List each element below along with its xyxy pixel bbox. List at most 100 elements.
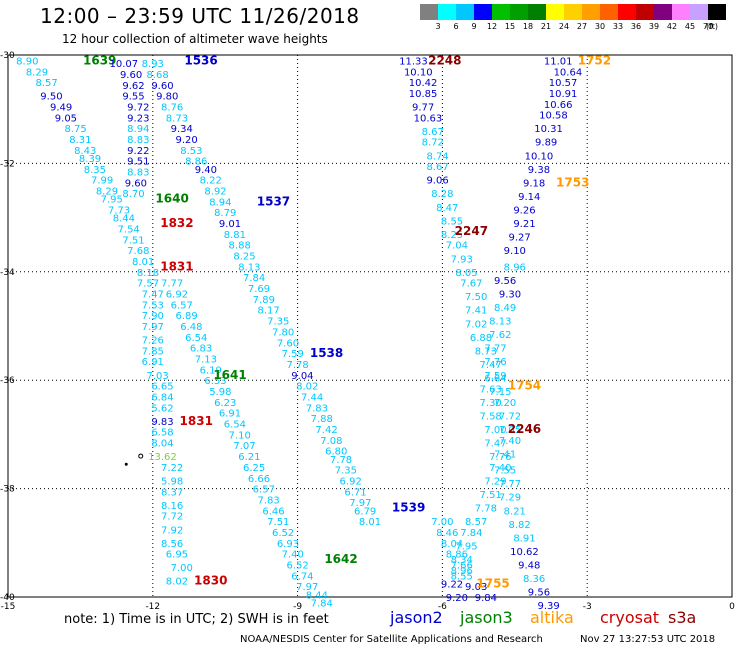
wave-height-label: 7.93 [451, 254, 473, 265]
wave-height-label: 11.01 [544, 56, 573, 67]
x-tick-label: -3 [583, 602, 592, 612]
colorbar-swatch [456, 4, 474, 20]
colorbar-label: 9 [471, 22, 477, 31]
wave-height-label: 8.39 [79, 154, 101, 165]
wave-height-label: 6.52 [286, 560, 308, 571]
colorbar-label: 24 [558, 22, 570, 31]
colorbar-swatch [672, 4, 690, 20]
wave-height-label: 6.54 [224, 420, 246, 431]
wave-height-label: 9.20 [175, 135, 197, 146]
pass-time-label: 1539 [392, 501, 425, 515]
wave-height-label: 7.47 [480, 360, 502, 371]
wave-height-label: 7.40 [282, 550, 304, 561]
wave-height-label: 7.50 [465, 292, 487, 303]
y-tick-label: -34 [0, 268, 15, 278]
wave-height-label: 9.05 [55, 113, 77, 124]
wave-height-label: 6.52 [272, 528, 294, 539]
legend-entry-cryosat: cryosat [600, 608, 660, 627]
wave-height-label: 8.67 [426, 162, 448, 173]
wave-height-label: 8.34 [451, 555, 473, 566]
wave-height-label: 7.78 [330, 455, 352, 466]
wave-height-label: 6.25 [243, 463, 265, 474]
wave-height-label: 7.72 [161, 512, 183, 523]
plot-frame [7, 54, 733, 598]
subtitle: 12 hour collection of altimeter wave hei… [62, 32, 328, 46]
wave-height-label: 10.64 [554, 67, 583, 78]
wave-height-label: 8.92 [204, 187, 226, 198]
island-dot [124, 462, 128, 466]
wave-height-label: 7.44 [301, 392, 323, 403]
wave-height-label: 7.29 [499, 493, 521, 504]
wave-height-label: 10.91 [549, 89, 578, 100]
wave-height-label: 6.84 [151, 392, 173, 403]
wave-height-label: 9.22 [441, 579, 463, 590]
wave-height-label: 8.25 [441, 230, 463, 241]
wave-height-label: 7.51 [267, 517, 289, 528]
wave-height-label: 6.21 [238, 452, 260, 463]
wave-height-label: 7.47 [484, 439, 506, 450]
wave-height-label: 8.13 [489, 317, 511, 328]
colorbar-swatch [564, 4, 582, 20]
wave-height-label: 7.26 [142, 336, 164, 347]
footer-note: note: 1) Time is in UTC; 2) SWH is in fe… [64, 612, 329, 627]
wave-height-label: 8.18 [137, 268, 159, 279]
wave-height-label: 6.53 [204, 376, 226, 387]
wave-height-label: 8.91 [513, 533, 535, 544]
wave-height-label: 8.57 [35, 78, 57, 89]
wave-height-label: 7.03 [146, 371, 168, 382]
credit-line: NOAA/NESDIS Center for Satellite Applica… [240, 634, 543, 645]
wave-height-label: 7.07 [233, 441, 255, 452]
y-tick-label: -38 [0, 485, 15, 495]
wave-height-label: 8.22 [200, 176, 222, 187]
legend-entry-altika: altika [530, 608, 574, 627]
pass-time-label: 1639 [83, 53, 116, 67]
wave-height-label: 9.60 [120, 70, 142, 81]
wave-height-label: 7.85 [142, 346, 164, 357]
wave-height-label: 9.84 [475, 593, 497, 604]
wave-height-label: 7.47 [142, 289, 164, 300]
wave-height-label: 8.25 [233, 252, 255, 263]
wave-height-label: 10.10 [525, 151, 554, 162]
colorbar-label: 70 [702, 22, 714, 31]
wave-height-label: 8.43 [74, 146, 96, 157]
wave-height-label: 9.22 [127, 146, 149, 157]
wave-height-label: 8.16 [161, 501, 183, 512]
x-tick-label: -9 [293, 602, 302, 612]
wave-height-label: 8.83 [127, 168, 149, 179]
wave-height-label: 7.00 [431, 517, 453, 528]
wave-height-label: 8.72 [422, 138, 444, 149]
wave-height-label: 8.96 [451, 566, 473, 577]
colorbar-swatch [492, 4, 510, 20]
wave-height-label: 8.93 [142, 59, 164, 70]
colorbar-swatch [618, 4, 636, 20]
wave-height-label: 7.02 [465, 319, 487, 330]
wave-height-label: 10.42 [409, 78, 438, 89]
legend-entry-jason2: jason2 [390, 608, 443, 627]
wave-height-label: 8.88 [229, 241, 251, 252]
wave-height-label: 7.67 [460, 279, 482, 290]
wave-height-label: 7.80 [272, 327, 294, 338]
colorbar-swatch [636, 4, 654, 20]
wave-height-label: 9.39 [537, 601, 559, 612]
pass-time-label: 1537 [257, 194, 290, 208]
wave-height-label: 6.79 [354, 506, 376, 517]
wave-height-label: 7.99 [91, 176, 113, 187]
wave-height-label: 7.62 [489, 330, 511, 341]
wave-height-label: 8.70 [122, 189, 144, 200]
wave-height-label: 6.19 [200, 365, 222, 376]
wave-height-label: 6.66 [248, 474, 270, 485]
wave-height-label: 9.49 [50, 102, 72, 113]
colorbar-swatch [582, 4, 600, 20]
wave-height-label: 7.78 [475, 504, 497, 515]
colorbar-label: 42 [666, 22, 678, 31]
wave-height-label: 9.18 [523, 178, 545, 189]
wave-height-label: 6.23 [214, 398, 236, 409]
wave-height-label: 9.89 [535, 138, 557, 149]
wave-height-label: 9.48 [518, 560, 540, 571]
wave-height-label: 8.86 [446, 550, 468, 561]
wave-height-label: 9.21 [513, 219, 535, 230]
wave-height-label: 7.97 [349, 498, 371, 509]
wave-height-label: 8.37 [161, 487, 183, 498]
wave-height-label: 9.55 [122, 92, 144, 103]
wave-height-label: 7.00 [171, 563, 193, 574]
